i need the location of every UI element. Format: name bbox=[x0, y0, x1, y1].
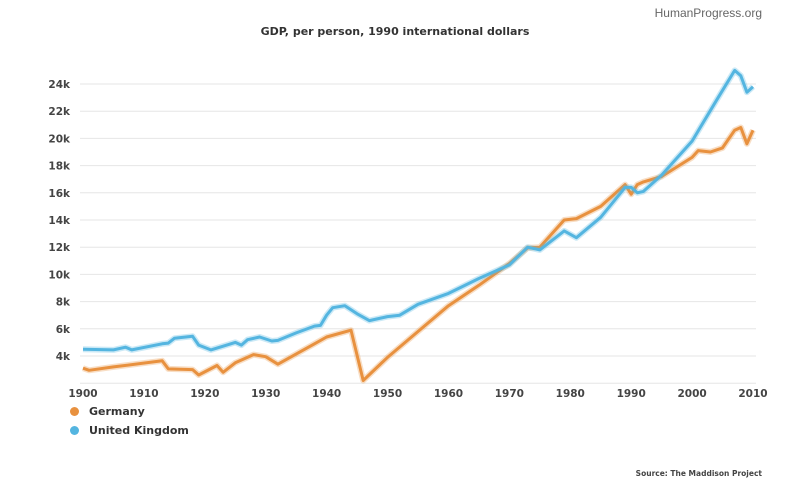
x-tick-label: 1940 bbox=[312, 388, 341, 400]
y-tick-label: 12k bbox=[48, 242, 71, 254]
y-tick-label: 24k bbox=[48, 79, 71, 91]
x-tick-label: 1980 bbox=[556, 388, 585, 400]
uk-legend-marker bbox=[70, 426, 79, 435]
y-tick-label: 16k bbox=[48, 188, 71, 200]
legend-item-germany[interactable]: Germany bbox=[70, 405, 145, 418]
brand-label[interactable]: HumanProgress.org bbox=[654, 6, 762, 20]
y-tick-label: 6k bbox=[56, 324, 71, 336]
legend-label: Germany bbox=[89, 405, 145, 418]
y-tick-label: 14k bbox=[48, 215, 71, 227]
y-tick-label: 8k bbox=[56, 297, 71, 309]
y-tick-label: 4k bbox=[56, 351, 71, 363]
x-tick-label: 1930 bbox=[251, 388, 280, 400]
x-tick-label: 2000 bbox=[677, 388, 706, 400]
legend-item-united-kingdom[interactable]: United Kingdom bbox=[70, 424, 189, 437]
series-halo bbox=[82, 67, 756, 353]
x-tick-label: 1960 bbox=[434, 388, 463, 400]
y-tick-label: 22k bbox=[48, 106, 71, 118]
x-tick-label: 1920 bbox=[190, 388, 219, 400]
x-tick-label: 1900 bbox=[68, 388, 97, 400]
germany-legend-marker bbox=[70, 407, 79, 416]
legend-label: United Kingdom bbox=[89, 424, 189, 437]
x-tick-label: 2010 bbox=[738, 388, 767, 400]
series-line-germany[interactable] bbox=[82, 126, 755, 382]
x-tick-label: 1950 bbox=[373, 388, 402, 400]
y-tick-label: 10k bbox=[48, 269, 71, 281]
source-note: Source: The Maddison Project bbox=[635, 469, 762, 478]
y-tick-label: 20k bbox=[48, 133, 71, 145]
y-tick-label: 18k bbox=[48, 161, 71, 173]
x-tick-label: 1910 bbox=[129, 388, 158, 400]
chart-title: GDP, per person, 1990 international doll… bbox=[260, 25, 530, 38]
x-tick-label: 1970 bbox=[495, 388, 524, 400]
x-tick-label: 1990 bbox=[617, 388, 646, 400]
series-line-united-kingdom[interactable] bbox=[82, 68, 755, 352]
